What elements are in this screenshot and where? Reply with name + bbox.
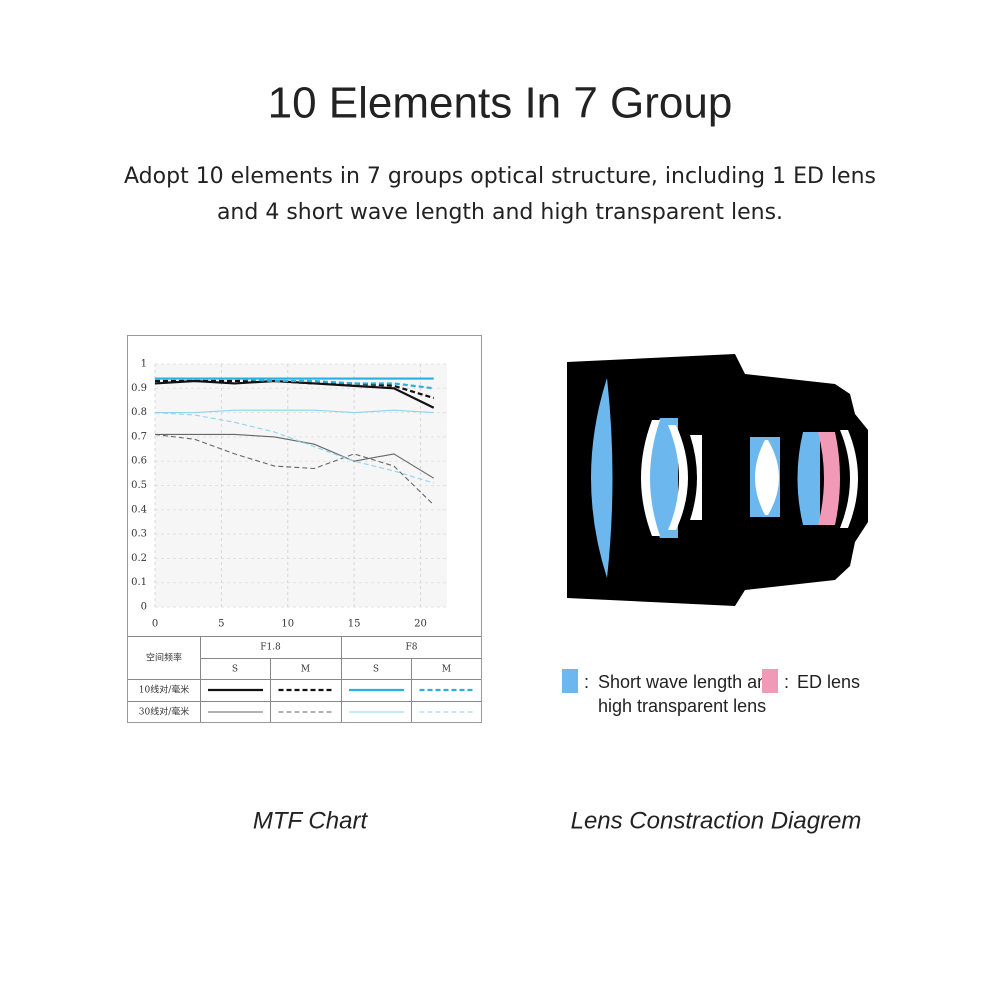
table-header: 空间频率: [146, 652, 182, 664]
table-row-label: 10线对/毫米: [139, 684, 190, 696]
legend-table: [128, 636, 481, 722]
legend-swatch: [762, 669, 778, 693]
y-tick-label: 0.8: [131, 407, 147, 418]
legend-label: Short wave length and: [598, 672, 777, 692]
description: and 4 short wave length and high transpa…: [217, 200, 783, 225]
y-tick-label: 0: [141, 602, 147, 613]
title: 10 Elements In 7 Group: [268, 79, 733, 128]
mtf-line: [155, 379, 435, 400]
y-tick-label: 0.4: [131, 504, 147, 515]
x-tick-label: 20: [414, 619, 427, 630]
legend-swatch: [562, 669, 578, 693]
legend-separator: :: [784, 672, 789, 692]
legend-label: high transparent lens: [598, 696, 766, 716]
description: Adopt 10 elements in 7 groups optical st…: [124, 164, 876, 189]
caption: Lens Constraction Diagrem: [571, 807, 862, 834]
y-tick-label: 0.2: [131, 553, 147, 564]
x-tick-label: 5: [218, 619, 224, 630]
y-tick-label: 1: [141, 359, 147, 370]
mtf-line: [155, 433, 435, 479]
table-row-label: 30线对/毫米: [139, 706, 190, 718]
legend-separator: :: [584, 672, 589, 692]
y-tick-label: 0.1: [131, 577, 147, 588]
mtf-line: [154, 412, 434, 484]
mtf-line: [155, 409, 434, 414]
x-tick-label: 0: [152, 619, 158, 630]
y-tick-label: 0.6: [131, 456, 147, 467]
table-header: F8: [406, 643, 418, 653]
y-tick-label: 0.9: [131, 383, 147, 394]
table-header: S: [373, 665, 379, 675]
x-tick-label: 10: [281, 619, 294, 630]
mtf-line: [154, 433, 435, 506]
y-tick-label: 0.5: [131, 480, 147, 491]
mtf-line: [155, 377, 434, 390]
legend-label: ED lens: [797, 672, 860, 692]
table-header: M: [301, 665, 310, 675]
x-tick-label: 15: [348, 619, 361, 630]
table-header: M: [442, 665, 451, 675]
caption: MTF Chart: [253, 807, 369, 834]
table-header: F1.8: [260, 643, 281, 653]
y-tick-label: 0.7: [131, 431, 147, 442]
y-tick-label: 0.3: [131, 529, 147, 540]
table-header: S: [232, 665, 238, 675]
lens-diagram: [567, 354, 868, 606]
